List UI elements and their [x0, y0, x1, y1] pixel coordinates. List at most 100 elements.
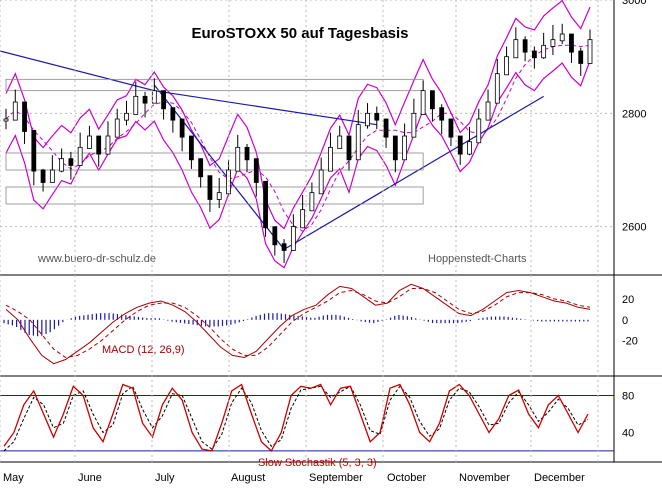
- price-candle-39: [365, 112, 370, 127]
- bollinger-upper-line: [5, 0, 591, 230]
- price-candle-49: [457, 135, 463, 155]
- price-candle-52: [485, 101, 491, 121]
- price-candle-59: [550, 39, 556, 47]
- month-axis: May June July August September October N…: [3, 472, 585, 484]
- price-candle-4: [40, 169, 46, 183]
- price-tick-2600: 2600: [622, 222, 646, 234]
- stochastic-label: Slow Stochastik (5, 3, 3): [258, 457, 377, 469]
- chart-title: EuroSTOXX 50 auf Tagesbasis: [191, 25, 408, 42]
- macd-tick-20: 20: [622, 294, 634, 306]
- month-label-may: May: [3, 472, 24, 484]
- stochastic-panel: 40 80 Slow Stochastik (5, 3, 3): [0, 383, 662, 469]
- price-candle-2: [22, 101, 27, 132]
- trendline-resistance: [154, 90, 377, 126]
- price-candle-8: [77, 146, 83, 166]
- price-candle-27: [253, 158, 259, 183]
- price-candle-23: [216, 192, 222, 200]
- price-candle-14: [133, 95, 139, 115]
- price-candle-54: [504, 56, 509, 76]
- price-candle-26: [244, 146, 250, 161]
- level-box-2: [5, 186, 424, 205]
- watermark-left: www.buero-dr-schulz.de: [37, 253, 156, 265]
- price-candle-32: [300, 209, 306, 229]
- macd-label: MACD (12, 26,9): [102, 344, 185, 356]
- price-candle-38: [355, 124, 361, 161]
- stoch-tick-40: 40: [622, 427, 634, 439]
- price-candle-20: [188, 135, 194, 161]
- price-candle-29: [272, 226, 278, 246]
- price-candle-13: [124, 112, 129, 121]
- price-candle-16: [151, 90, 157, 104]
- price-candle-1: [12, 101, 18, 121]
- price-candle-3: [31, 129, 37, 172]
- price-candle-33: [309, 192, 315, 212]
- price-candle-36: [337, 135, 343, 149]
- price-candle-45: [420, 90, 426, 115]
- price-candle-62: [578, 50, 584, 64]
- price-candle-7: [68, 158, 74, 166]
- price-candle-58: [541, 44, 547, 59]
- price-candle-15: [142, 95, 148, 104]
- price-candle-10: [96, 135, 102, 155]
- price-candle-34: [318, 169, 324, 195]
- month-label-july: July: [155, 472, 175, 484]
- price-candle-17: [161, 90, 166, 110]
- price-candle-28: [263, 180, 268, 229]
- bollinger-lower-line: [5, 60, 591, 269]
- month-label-june: June: [78, 472, 102, 484]
- watermark-right: Hoppenstedt-Charts: [428, 253, 527, 265]
- price-candle-35: [328, 146, 333, 172]
- price-candle-5: [49, 169, 55, 183]
- price-candle-63: [587, 39, 593, 64]
- price-candle-53: [494, 73, 500, 104]
- month-label-august: August: [231, 472, 265, 484]
- price-candle-12: [114, 118, 120, 138]
- price-candle-51: [476, 118, 482, 144]
- price-candle-18: [170, 107, 176, 121]
- price-candle-9: [87, 135, 92, 149]
- macd-tick-0: 0: [622, 315, 628, 327]
- price-candle-24: [226, 169, 231, 195]
- price-candle-31: [290, 226, 296, 251]
- month-label-december: December: [534, 472, 585, 484]
- price-candle-47: [439, 107, 445, 121]
- month-label-november: November: [459, 472, 510, 484]
- month-label-october: October: [387, 472, 426, 484]
- price-candle-44: [411, 112, 417, 138]
- price-candle-55: [513, 39, 519, 59]
- price-candle-41: [383, 118, 389, 138]
- price-candle-61: [569, 33, 574, 53]
- price-candle-57: [531, 50, 537, 59]
- price-candle-25: [235, 146, 241, 172]
- price-candle-48: [448, 118, 454, 138]
- price-tick-3000: 3000: [622, 0, 646, 7]
- stoch-main-line: [3, 383, 589, 452]
- stoch-signal-line: [3, 385, 589, 452]
- price-candle-30: [281, 243, 287, 251]
- price-tick-2800: 2800: [622, 108, 646, 120]
- macd-panel: -20 0 20 MACD (12, 26,9): [0, 283, 662, 377]
- price-candle-19: [179, 118, 185, 138]
- price-candle-50: [467, 141, 472, 155]
- trendline-long-down: [0, 50, 155, 92]
- trendline-steep-down: [153, 84, 285, 250]
- level-box-1: [5, 152, 424, 171]
- macd-tick--20: -20: [622, 336, 638, 348]
- price-candle-42: [392, 135, 398, 161]
- price-candle-22: [207, 175, 213, 200]
- macd-line: [5, 283, 591, 365]
- month-label-september: September: [309, 472, 363, 484]
- price-candle-40: [374, 112, 380, 121]
- stoch-tick-80: 80: [622, 391, 634, 403]
- price-candle-60: [559, 33, 565, 42]
- trendline-support-up: [283, 95, 544, 250]
- price-candle-0: [3, 118, 9, 122]
- price-candle-21: [198, 158, 204, 178]
- price-candle-37: [346, 135, 352, 161]
- price-candle-56: [522, 39, 528, 53]
- price-candle-11: [105, 135, 111, 155]
- price-candle-6: [59, 158, 65, 172]
